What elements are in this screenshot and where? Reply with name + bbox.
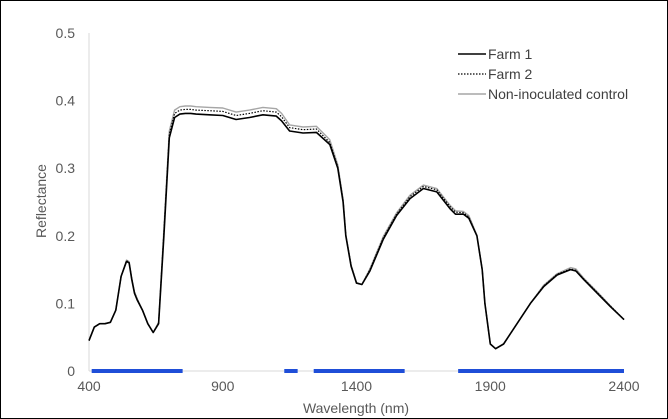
y-tick-label: 0.3 [56,160,76,176]
y-tick-label: 0.1 [56,295,76,311]
y-tick-label: 0.2 [56,228,76,244]
x-tick-label: 1400 [341,378,372,394]
x-tick-label: 2400 [608,378,639,394]
series-line-farm-1 [88,112,625,350]
x-tick-label: 1900 [475,378,506,394]
y-tick-label: 0.4 [56,93,76,109]
y-tick-label: 0 [67,363,75,379]
x-tick-label: 400 [77,378,101,394]
legend-label: Farm 2 [488,66,533,82]
x-tick-labels: 400 900 1400 1900 2400 [77,378,639,394]
legend: Farm 1 Farm 2 Non-inoculated control [458,46,628,102]
y-tick-label: 0.5 [56,25,76,41]
axes [88,33,624,372]
legend-label: Farm 1 [488,46,533,62]
y-tick-labels: 0 0.1 0.2 0.3 0.4 0.5 [56,25,76,379]
legend-label: Non-inoculated control [488,86,628,102]
x-axis-title: Wavelength (nm) [303,400,409,416]
series-lines [88,105,625,350]
x-tick-label: 900 [211,378,235,394]
y-axis-title: Reflectance [33,164,49,238]
